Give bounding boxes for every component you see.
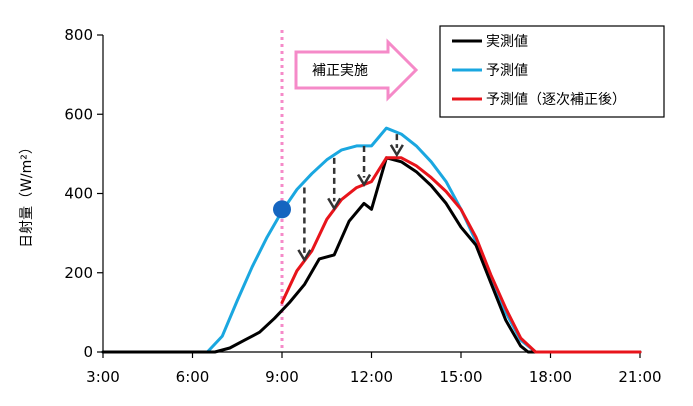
y-tick-label: 600 <box>64 105 93 123</box>
y-tick-label: 400 <box>64 185 93 203</box>
series-line-2 <box>280 156 642 354</box>
correction-arrow-head-1 <box>327 197 342 211</box>
markers <box>273 200 291 219</box>
correction-arrow-head-3 <box>389 144 404 158</box>
x-tick-label: 12:00 <box>350 368 393 386</box>
legend-label-2: 予測値（逐次補正後） <box>486 92 626 108</box>
x-tick-label: 3:00 <box>86 368 120 386</box>
x-tick-label: 21:00 <box>618 368 661 386</box>
series-line-1 <box>101 126 642 354</box>
x-tick-label: 6:00 <box>176 368 210 386</box>
annotation: 補正実施 <box>294 38 419 102</box>
legend-label-1: 予測値 <box>486 63 528 79</box>
correction-arrows <box>297 134 404 263</box>
forecast-marker-0 <box>273 200 291 219</box>
y-tick-label: 800 <box>64 26 93 44</box>
annotation-arrow-shape <box>294 38 419 102</box>
legend-label-0: 実測値 <box>486 34 528 50</box>
x-tick-label: 18:00 <box>529 368 572 386</box>
series-layer <box>101 126 642 354</box>
y-tick-label: 0 <box>83 343 93 361</box>
x-tick-label: 9:00 <box>265 368 299 386</box>
x-tick-label: 15:00 <box>439 368 482 386</box>
correction-arrow-head-0 <box>297 249 312 263</box>
y-tick-label: 200 <box>64 264 93 282</box>
y-axis-label: 日射量（W/m²） <box>19 140 35 248</box>
axes: 0 200 400 600 800 3:00 6:00 9:00 12:00 15:00 18:00… <box>64 26 661 386</box>
legend: 実測値 予測値 予測値（逐次補正後） <box>439 25 665 118</box>
annotation-text: 補正実施 <box>312 63 368 79</box>
series-line-0 <box>101 156 642 354</box>
correction-arrow-head-2 <box>356 173 372 188</box>
